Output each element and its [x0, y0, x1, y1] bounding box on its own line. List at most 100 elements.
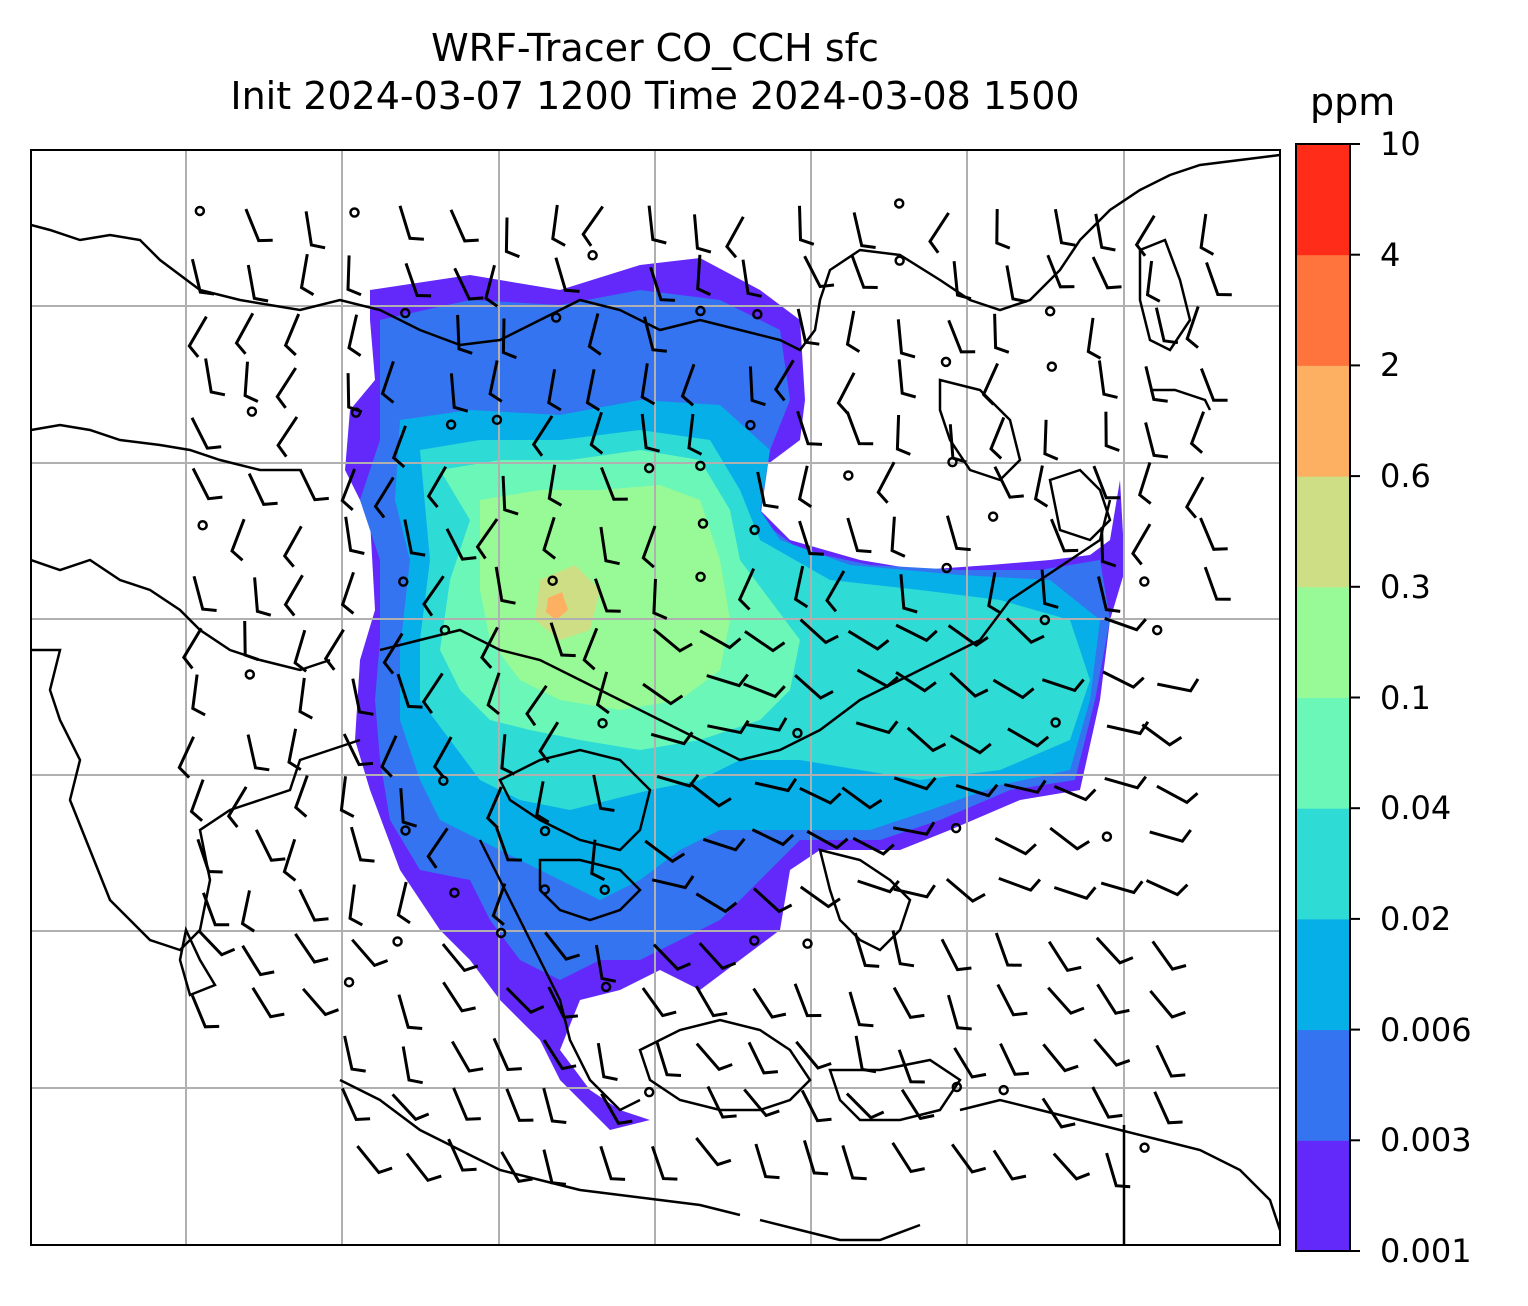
- tracer-band-0.6: [546, 592, 568, 620]
- calm-wind-marker: [941, 562, 952, 574]
- wind-barb: [857, 879, 900, 894]
- wind-barb: [547, 986, 579, 1019]
- map-frame: [30, 149, 1281, 1246]
- wind-barb: [1104, 616, 1147, 632]
- colorbar-tick-label: 0.006: [1380, 1010, 1472, 1049]
- wind-barb: [449, 209, 479, 243]
- calm-wind-marker: [1050, 717, 1061, 728]
- wind-barb: [641, 525, 657, 569]
- colorbar-segment: [1296, 254, 1350, 366]
- wind-barb: [695, 1137, 732, 1167]
- wind-barb: [226, 786, 248, 829]
- wind-barb: [192, 575, 217, 612]
- wind-barb: [948, 424, 967, 464]
- wind-barb: [596, 1042, 618, 1081]
- wind-barb: [1134, 214, 1156, 257]
- calm-wind-marker: [752, 308, 763, 320]
- wind-barb: [940, 938, 972, 972]
- wind-barb: [593, 578, 621, 613]
- wind-barb: [987, 572, 1002, 615]
- wind-barb: [1106, 720, 1150, 736]
- calm-wind-marker: [400, 825, 411, 836]
- wind-barb: [655, 1041, 682, 1077]
- wind-barb: [992, 1149, 1027, 1181]
- wind-barb: [1094, 213, 1116, 252]
- wind-barb: [230, 518, 246, 562]
- wind-barb: [441, 943, 479, 973]
- wind-barb: [190, 258, 215, 296]
- wind-barb: [190, 417, 222, 450]
- wind-barb: [1033, 465, 1049, 508]
- wind-barb: [706, 1085, 737, 1119]
- calm-wind-marker: [194, 205, 206, 217]
- wind-barb: [323, 628, 345, 671]
- wind-barb: [587, 313, 602, 356]
- wind-barb: [651, 875, 695, 890]
- wind-barb: [243, 620, 259, 662]
- wind-barb: [949, 734, 992, 755]
- wind-barb: [999, 1042, 1030, 1076]
- wind-barb: [501, 475, 519, 516]
- wind-barb: [535, 781, 550, 824]
- calm-wind-marker: [449, 887, 460, 898]
- title-line-2: Init 2024-03-07 1200 Time 2024-03-08 150…: [230, 74, 1080, 118]
- wind-barb: [531, 415, 554, 457]
- wind-barb: [486, 672, 501, 716]
- wind-barb: [644, 839, 686, 864]
- wind-barb: [1041, 678, 1085, 693]
- wind-barb: [294, 933, 329, 964]
- wind-barb: [652, 578, 668, 620]
- wind-barb: [599, 526, 620, 566]
- wind-barb: [401, 1046, 423, 1085]
- calm-wind-marker: [695, 460, 706, 472]
- wind-barb: [1091, 1086, 1123, 1119]
- wind-barb: [456, 314, 473, 355]
- wind-barb: [745, 717, 788, 732]
- wind-barb: [1100, 880, 1144, 895]
- wind-barb: [841, 786, 883, 810]
- wind-barb: [796, 308, 820, 346]
- wind-barb: [177, 736, 195, 779]
- wind-barb: [891, 1141, 926, 1174]
- wind-barb: [953, 1047, 987, 1079]
- wind-barb: [836, 372, 856, 415]
- calm-wind-marker: [1139, 1142, 1150, 1153]
- wind-barb: [928, 212, 950, 254]
- wind-barb: [581, 205, 604, 247]
- wind-barb: [998, 876, 1042, 892]
- calm-wind-marker: [587, 250, 598, 261]
- wind-barb: [1050, 518, 1079, 553]
- wind-barb: [294, 774, 309, 818]
- wind-barb: [1203, 566, 1231, 601]
- wind-barb: [793, 983, 822, 1018]
- calm-wind-marker: [695, 305, 706, 317]
- calm-wind-marker: [749, 935, 760, 946]
- wind-barb: [397, 994, 423, 1030]
- wind-barb: [996, 983, 1028, 1017]
- wind-barb: [799, 885, 841, 909]
- wind-barb: [896, 319, 916, 359]
- wind-barb: [754, 1143, 780, 1180]
- wind-barb: [955, 783, 999, 798]
- wind-barb: [547, 464, 563, 507]
- wind-barb: [449, 373, 469, 413]
- wind-barb: [1189, 411, 1206, 454]
- wind-barb: [994, 836, 1037, 856]
- wind-barb: [890, 516, 906, 558]
- wind-barb: [748, 366, 766, 407]
- wind-barb: [1199, 517, 1228, 551]
- wind-barb: [798, 205, 815, 246]
- calm-wind-marker: [495, 927, 507, 939]
- calm-wind-marker: [1044, 306, 1056, 317]
- wind-barb: [947, 319, 976, 354]
- wind-barb: [687, 413, 703, 456]
- wind-barb: [1004, 779, 1047, 794]
- wind-barb: [346, 373, 363, 414]
- colorbar-tick-label: 0.003: [1380, 1121, 1472, 1160]
- wind-barb: [852, 836, 895, 856]
- wind-barb: [351, 938, 389, 968]
- wind-barb: [656, 773, 700, 788]
- wind-barb: [876, 461, 896, 504]
- wind-barb: [1053, 208, 1076, 247]
